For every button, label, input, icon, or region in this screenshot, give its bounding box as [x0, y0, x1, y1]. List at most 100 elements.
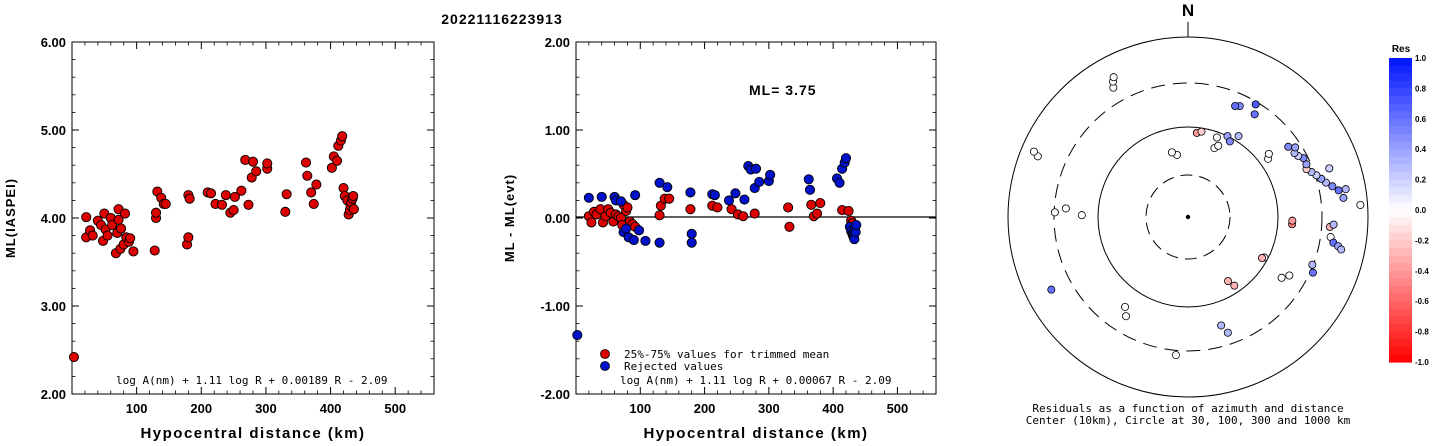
chart1-ytick-label: 5.00 — [41, 123, 66, 138]
colorbar-cell — [1389, 240, 1412, 249]
chart1-data-point — [183, 232, 194, 243]
chart1-ytick-label: 2.00 — [41, 387, 66, 402]
polar-station-point — [1339, 193, 1348, 202]
polar-station-point — [1285, 271, 1294, 280]
chart2-data-point — [738, 211, 749, 222]
chart1-data-point — [302, 170, 313, 181]
chart1-ytick-label: 6.00 — [41, 35, 66, 50]
colorbar-cell — [1389, 278, 1412, 287]
chart2-data-point — [804, 184, 816, 195]
chart2-data-point — [686, 228, 697, 239]
polar-station-point — [1250, 110, 1259, 119]
chart2-data-point — [615, 196, 627, 207]
polar-station-point — [1356, 200, 1365, 209]
colorbar-cell — [1389, 217, 1412, 226]
colorbar-cell — [1389, 248, 1412, 257]
chart1-data-point — [281, 189, 292, 200]
colorbar-tick-label: -0.4 — [1415, 267, 1429, 276]
center-dot — [1185, 214, 1191, 220]
polar-station-point — [1167, 148, 1176, 157]
chart2-data-point — [622, 202, 633, 213]
colorbar-cell — [1389, 301, 1412, 310]
colorbar-cell — [1389, 111, 1412, 120]
chart2-data-point — [633, 225, 645, 236]
polar-station-point — [1341, 185, 1350, 194]
polar-station-point — [1121, 302, 1130, 311]
chart2-data-point — [815, 197, 826, 209]
colorbar-cell — [1389, 210, 1412, 219]
colorbar-cell — [1389, 134, 1412, 143]
colorbar-cell — [1389, 172, 1412, 181]
polar-caption-line1: Residuals as a function of azimuth and d… — [1032, 402, 1343, 415]
legend-label-rejected: Rejected values — [624, 360, 723, 373]
chart2-xtick-label: 400 — [822, 401, 844, 416]
chart2-data-point — [765, 169, 776, 180]
chart1-data-point — [348, 204, 359, 215]
chart2-xtick-label: 200 — [694, 401, 716, 416]
colorbar-cell — [1389, 65, 1412, 74]
chart2-ytick-label: 2.00 — [545, 35, 570, 50]
polar-station-point — [1234, 132, 1243, 141]
chart1-data-point — [128, 246, 139, 257]
chart1-data-point — [236, 185, 247, 196]
chart2-data-point — [621, 223, 632, 234]
figure-title: 20221116223913 — [441, 11, 562, 27]
chart1-xtick-label: 500 — [384, 401, 406, 416]
polar-station-point — [1257, 254, 1266, 263]
colorbar-tick-label: 0.4 — [1415, 145, 1427, 154]
residual-colorbar: Res 1.0 0.8 0.6 0.4 0.2 0.0 -0.2 -0.4 -0.6 -0.8 -1… — [1389, 44, 1429, 367]
chart2-data-point — [812, 208, 823, 219]
chart2-data-point — [685, 187, 696, 198]
chart2-annotation: ML= 3.75 — [749, 82, 817, 98]
ring-30km — [1145, 174, 1231, 260]
chart1-data-point — [102, 230, 113, 241]
chart2-data-point — [750, 163, 762, 174]
colorbar-cell — [1389, 58, 1412, 67]
polar-station-point — [1264, 149, 1273, 158]
chart2-ytick-label: -1.00 — [540, 299, 570, 314]
chart2-data-point — [749, 208, 760, 219]
chart1-data-point — [247, 156, 259, 167]
north-label: N — [1182, 1, 1194, 20]
colorbar-cell — [1389, 73, 1412, 82]
polar-station-point — [1109, 73, 1118, 82]
polar-station-point — [1230, 281, 1239, 290]
colorbar-cell — [1389, 232, 1412, 241]
colorbar-cell — [1389, 331, 1412, 340]
chart-azimuth-residuals: N Residuals as a function of azimuth and… — [1007, 1, 1369, 427]
polar-station-point — [1197, 127, 1206, 136]
chart2-data-point — [723, 195, 735, 206]
chart1-data-point — [306, 187, 317, 198]
legend-label-trimmed: 25%-75% values for trimmed mean — [624, 348, 829, 361]
chart1-data-point — [87, 230, 98, 241]
colorbar-cell — [1389, 293, 1412, 302]
polar-station-point — [1050, 208, 1059, 217]
colorbar-tick-label: 0.0 — [1415, 206, 1427, 215]
chart2-data-point — [572, 329, 583, 341]
colorbar-cell — [1389, 316, 1412, 325]
chart2-data-point — [739, 194, 750, 205]
chart2-xtick-label: 300 — [758, 401, 780, 416]
colorbar-cell — [1389, 308, 1412, 317]
polar-station-point — [1225, 137, 1234, 146]
chart2-data-point — [730, 188, 741, 199]
polar-station-point — [1077, 211, 1086, 220]
polar-station-point — [1329, 220, 1338, 229]
chart1-data-point — [228, 205, 239, 216]
colorbar-tick-label: 0.6 — [1415, 115, 1427, 124]
polar-station-point — [1308, 260, 1317, 269]
chart1-ytick-label: 4.00 — [41, 211, 66, 226]
colorbar-cell — [1389, 194, 1412, 203]
colorbar-cell — [1389, 324, 1412, 333]
polar-station-point — [1214, 141, 1223, 150]
polar-station-point — [1291, 143, 1300, 152]
chart1-xtick-label: 100 — [126, 401, 148, 416]
polar-station-point — [1047, 285, 1056, 294]
colorbar-tick-label: 0.2 — [1415, 176, 1427, 185]
chart2-data-point — [596, 191, 607, 202]
colorbar-cell — [1389, 118, 1412, 127]
polar-station-point — [1224, 277, 1233, 286]
colorbar-cell — [1389, 286, 1412, 295]
colorbar-cell — [1389, 270, 1412, 279]
chart2-data-point — [712, 202, 723, 213]
